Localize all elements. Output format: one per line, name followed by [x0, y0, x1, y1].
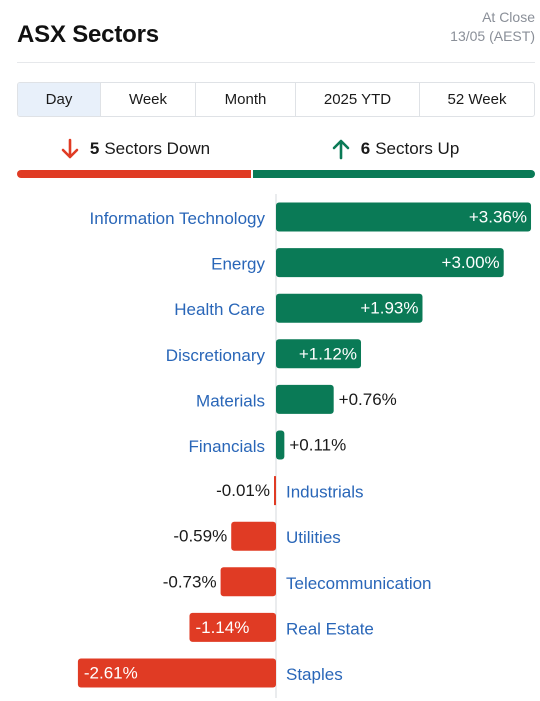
sectors-up-bar [253, 170, 535, 178]
bar-staples[interactable] [77, 658, 276, 688]
sector-label-financials[interactable]: Financials [188, 437, 265, 456]
sector-label-health-care[interactable]: Health Care [174, 300, 265, 319]
tab-day[interactable]: Day [18, 83, 100, 116]
bar-utilities[interactable] [231, 521, 276, 551]
close-info: At Close 13/05 (AEST) [450, 8, 535, 46]
sectors-up-count: 6 [360, 139, 371, 158]
sector-label-telecommunication[interactable]: Telecommunication [286, 574, 432, 593]
sector-label-real-estate[interactable]: Real Estate [286, 619, 374, 638]
sectors-down-bar [17, 170, 251, 178]
arrow-down-icon [61, 138, 79, 159]
bar-materials[interactable] [276, 384, 334, 414]
close-date: 13/05 (AEST) [450, 28, 535, 44]
value-label-utilities: -0.59% [173, 527, 227, 546]
sector-label-energy[interactable]: Energy [211, 255, 265, 274]
sector-label-materials[interactable]: Materials [196, 391, 265, 410]
sectors-down-summary: 5 Sectors Down [17, 136, 251, 162]
tab-2025-ytd[interactable]: 2025 YTD [295, 83, 419, 116]
bar-financials[interactable] [276, 430, 285, 460]
arrow-up-icon [332, 139, 350, 160]
header: ASX Sectors At Close 13/05 (AEST) [17, 8, 535, 58]
sector-label-utilities[interactable]: Utilities [286, 528, 341, 547]
value-label-financials: +0.11% [289, 435, 346, 454]
bar-health-care[interactable] [276, 293, 423, 323]
sector-label-industrials[interactable]: Industrials [286, 483, 363, 502]
market-status: At Close [482, 9, 535, 25]
bar-discretionary[interactable] [276, 339, 362, 369]
value-label-information-technology: +3.36% [469, 207, 527, 226]
bar-industrials[interactable] [274, 476, 276, 506]
value-label-energy: +3.00% [442, 253, 500, 272]
sector-label-information-technology[interactable]: Information Technology [90, 209, 266, 228]
sectors-up-summary: 6 Sectors Up [253, 136, 535, 162]
sectors-down-label: Sectors Down [104, 139, 211, 158]
sectors-up-label: Sectors Up [375, 139, 460, 158]
value-label-health-care: +1.93% [360, 299, 418, 318]
tab-week[interactable]: Week [100, 83, 195, 116]
sector-summary: 5 Sectors Down 6 Sectors Up [17, 136, 535, 180]
bar-energy[interactable] [276, 248, 504, 278]
tab-month[interactable]: Month [195, 83, 295, 116]
value-label-real-estate: -1.14% [195, 618, 249, 637]
value-label-staples: -2.61% [84, 663, 138, 682]
bar-real-estate[interactable] [189, 612, 276, 642]
value-label-materials: +0.76% [339, 390, 397, 409]
bar-information-technology[interactable] [276, 202, 532, 232]
period-tabs: Day Week Month 2025 YTD 52 Week [17, 82, 535, 117]
sector-label-staples[interactable]: Staples [286, 665, 343, 684]
sector-bar-chart: Information Technology +3.36% Energy +3.00%… [77, 194, 532, 698]
value-label-industrials: -0.01% [216, 481, 270, 500]
value-label-telecommunication: -0.73% [163, 572, 217, 591]
sectors-down-count: 5 [89, 139, 100, 158]
tab-52-week[interactable]: 52 Week [419, 83, 534, 116]
sector-label-discretionary[interactable]: Discretionary [166, 346, 266, 365]
page-title: ASX Sectors [17, 21, 159, 48]
value-label-discretionary: +1.12% [299, 344, 357, 363]
bar-telecommunication[interactable] [220, 567, 276, 597]
header-divider [17, 62, 535, 63]
